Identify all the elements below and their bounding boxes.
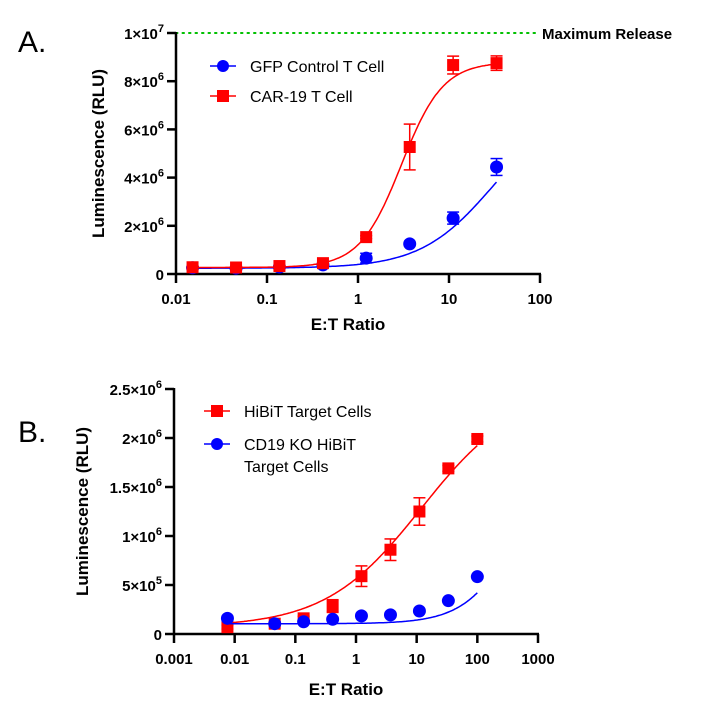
- y-tick-label: 5×105: [122, 575, 162, 595]
- data-point: [326, 612, 340, 626]
- data-point: [354, 609, 368, 623]
- y-tick-label: 2×106: [122, 428, 162, 448]
- data-point: [359, 251, 373, 265]
- x-tick-label: 100: [527, 291, 552, 308]
- legend-label: CD19 KO HiBiT: [244, 437, 356, 454]
- y-axis-title: Luminescence (RLU): [89, 69, 108, 238]
- data-point: [230, 261, 243, 274]
- data-point: [297, 615, 311, 629]
- x-tick-label: 0.01: [161, 291, 190, 308]
- data-point: [490, 57, 503, 70]
- data-point: [471, 432, 484, 445]
- legend-marker-square-icon: [211, 405, 223, 417]
- chart-panel-a: A. Maximum Release 0.01 0.1 1 10 100 0 2×106 4×10…: [18, 23, 672, 334]
- x-axis-title: E:T Ratio: [309, 680, 384, 699]
- y-tick-label: 1×107: [124, 23, 164, 43]
- panel-label: B.: [18, 416, 46, 449]
- data-point: [326, 600, 339, 613]
- legend-label: HiBiT Target Cells: [244, 404, 371, 421]
- data-point: [186, 261, 199, 274]
- x-tick-label: 100: [465, 651, 490, 668]
- data-point: [273, 260, 286, 273]
- legend-marker-circle-icon: [217, 60, 229, 72]
- data-point: [383, 608, 397, 622]
- data-point: [220, 611, 234, 625]
- data-point: [441, 594, 455, 608]
- legend-marker-circle-icon: [211, 438, 223, 450]
- legend-label: Target Cells: [244, 459, 328, 476]
- x-tick-label: 0.01: [220, 651, 249, 668]
- legend-item: HiBiT Target Cells: [204, 404, 371, 421]
- data-point: [490, 160, 504, 174]
- legend-item: GFP Control T Cell: [210, 59, 384, 76]
- data-point: [447, 59, 460, 72]
- fit-curve-0: [227, 445, 478, 624]
- y-tick-label: 4×106: [124, 168, 164, 188]
- y-tick-label: 0: [156, 267, 164, 284]
- x-tick-label: 0.1: [257, 291, 278, 308]
- data-point: [446, 211, 460, 225]
- chart-panel-b: B. 0.001 0.01 0.1 1 10 100 1000 0 5×105 1×106 1.5×1…: [18, 379, 555, 699]
- legend-item: CAR-19 T Cell: [210, 89, 353, 106]
- data-point: [403, 237, 417, 251]
- legend-marker-square-icon: [217, 90, 229, 102]
- y-tick-label: 2×106: [124, 216, 164, 236]
- y-tick-label: 2.5×106: [110, 379, 162, 399]
- y-tick-label: 1.5×106: [110, 477, 162, 497]
- data-point: [384, 543, 397, 556]
- x-tick-label: 10: [441, 291, 458, 308]
- legend-label: GFP Control T Cell: [250, 59, 384, 76]
- y-tick-label: 0: [154, 627, 162, 644]
- data-point: [360, 231, 373, 244]
- y-tick-label: 6×106: [124, 119, 164, 139]
- data-point: [316, 257, 329, 270]
- x-tick-label: 0.001: [155, 651, 193, 668]
- legend-label: CAR-19 T Cell: [250, 89, 353, 106]
- data-point: [355, 570, 368, 583]
- x-tick-label: 1: [354, 291, 362, 308]
- x-axis-title: E:T Ratio: [311, 315, 386, 334]
- x-tick-label: 1000: [521, 651, 554, 668]
- data-point: [442, 462, 455, 475]
- fit-curve-1: [192, 63, 497, 269]
- data-point: [470, 570, 484, 584]
- data-point: [413, 505, 426, 518]
- x-tick-label: 10: [408, 651, 425, 668]
- x-tick-label: 0.1: [285, 651, 306, 668]
- data-point: [403, 140, 416, 153]
- data-point: [268, 617, 282, 631]
- y-tick-label: 8×106: [124, 71, 164, 91]
- y-axis-title: Luminescence (RLU): [73, 427, 92, 596]
- y-tick-label: 1×106: [122, 526, 162, 546]
- reference-line-label: Maximum Release: [542, 26, 672, 43]
- x-tick-label: 1: [352, 651, 360, 668]
- legend-item: CD19 KO HiBiT Target Cells: [204, 437, 356, 476]
- panel-label: A.: [18, 26, 46, 59]
- data-point: [412, 604, 426, 618]
